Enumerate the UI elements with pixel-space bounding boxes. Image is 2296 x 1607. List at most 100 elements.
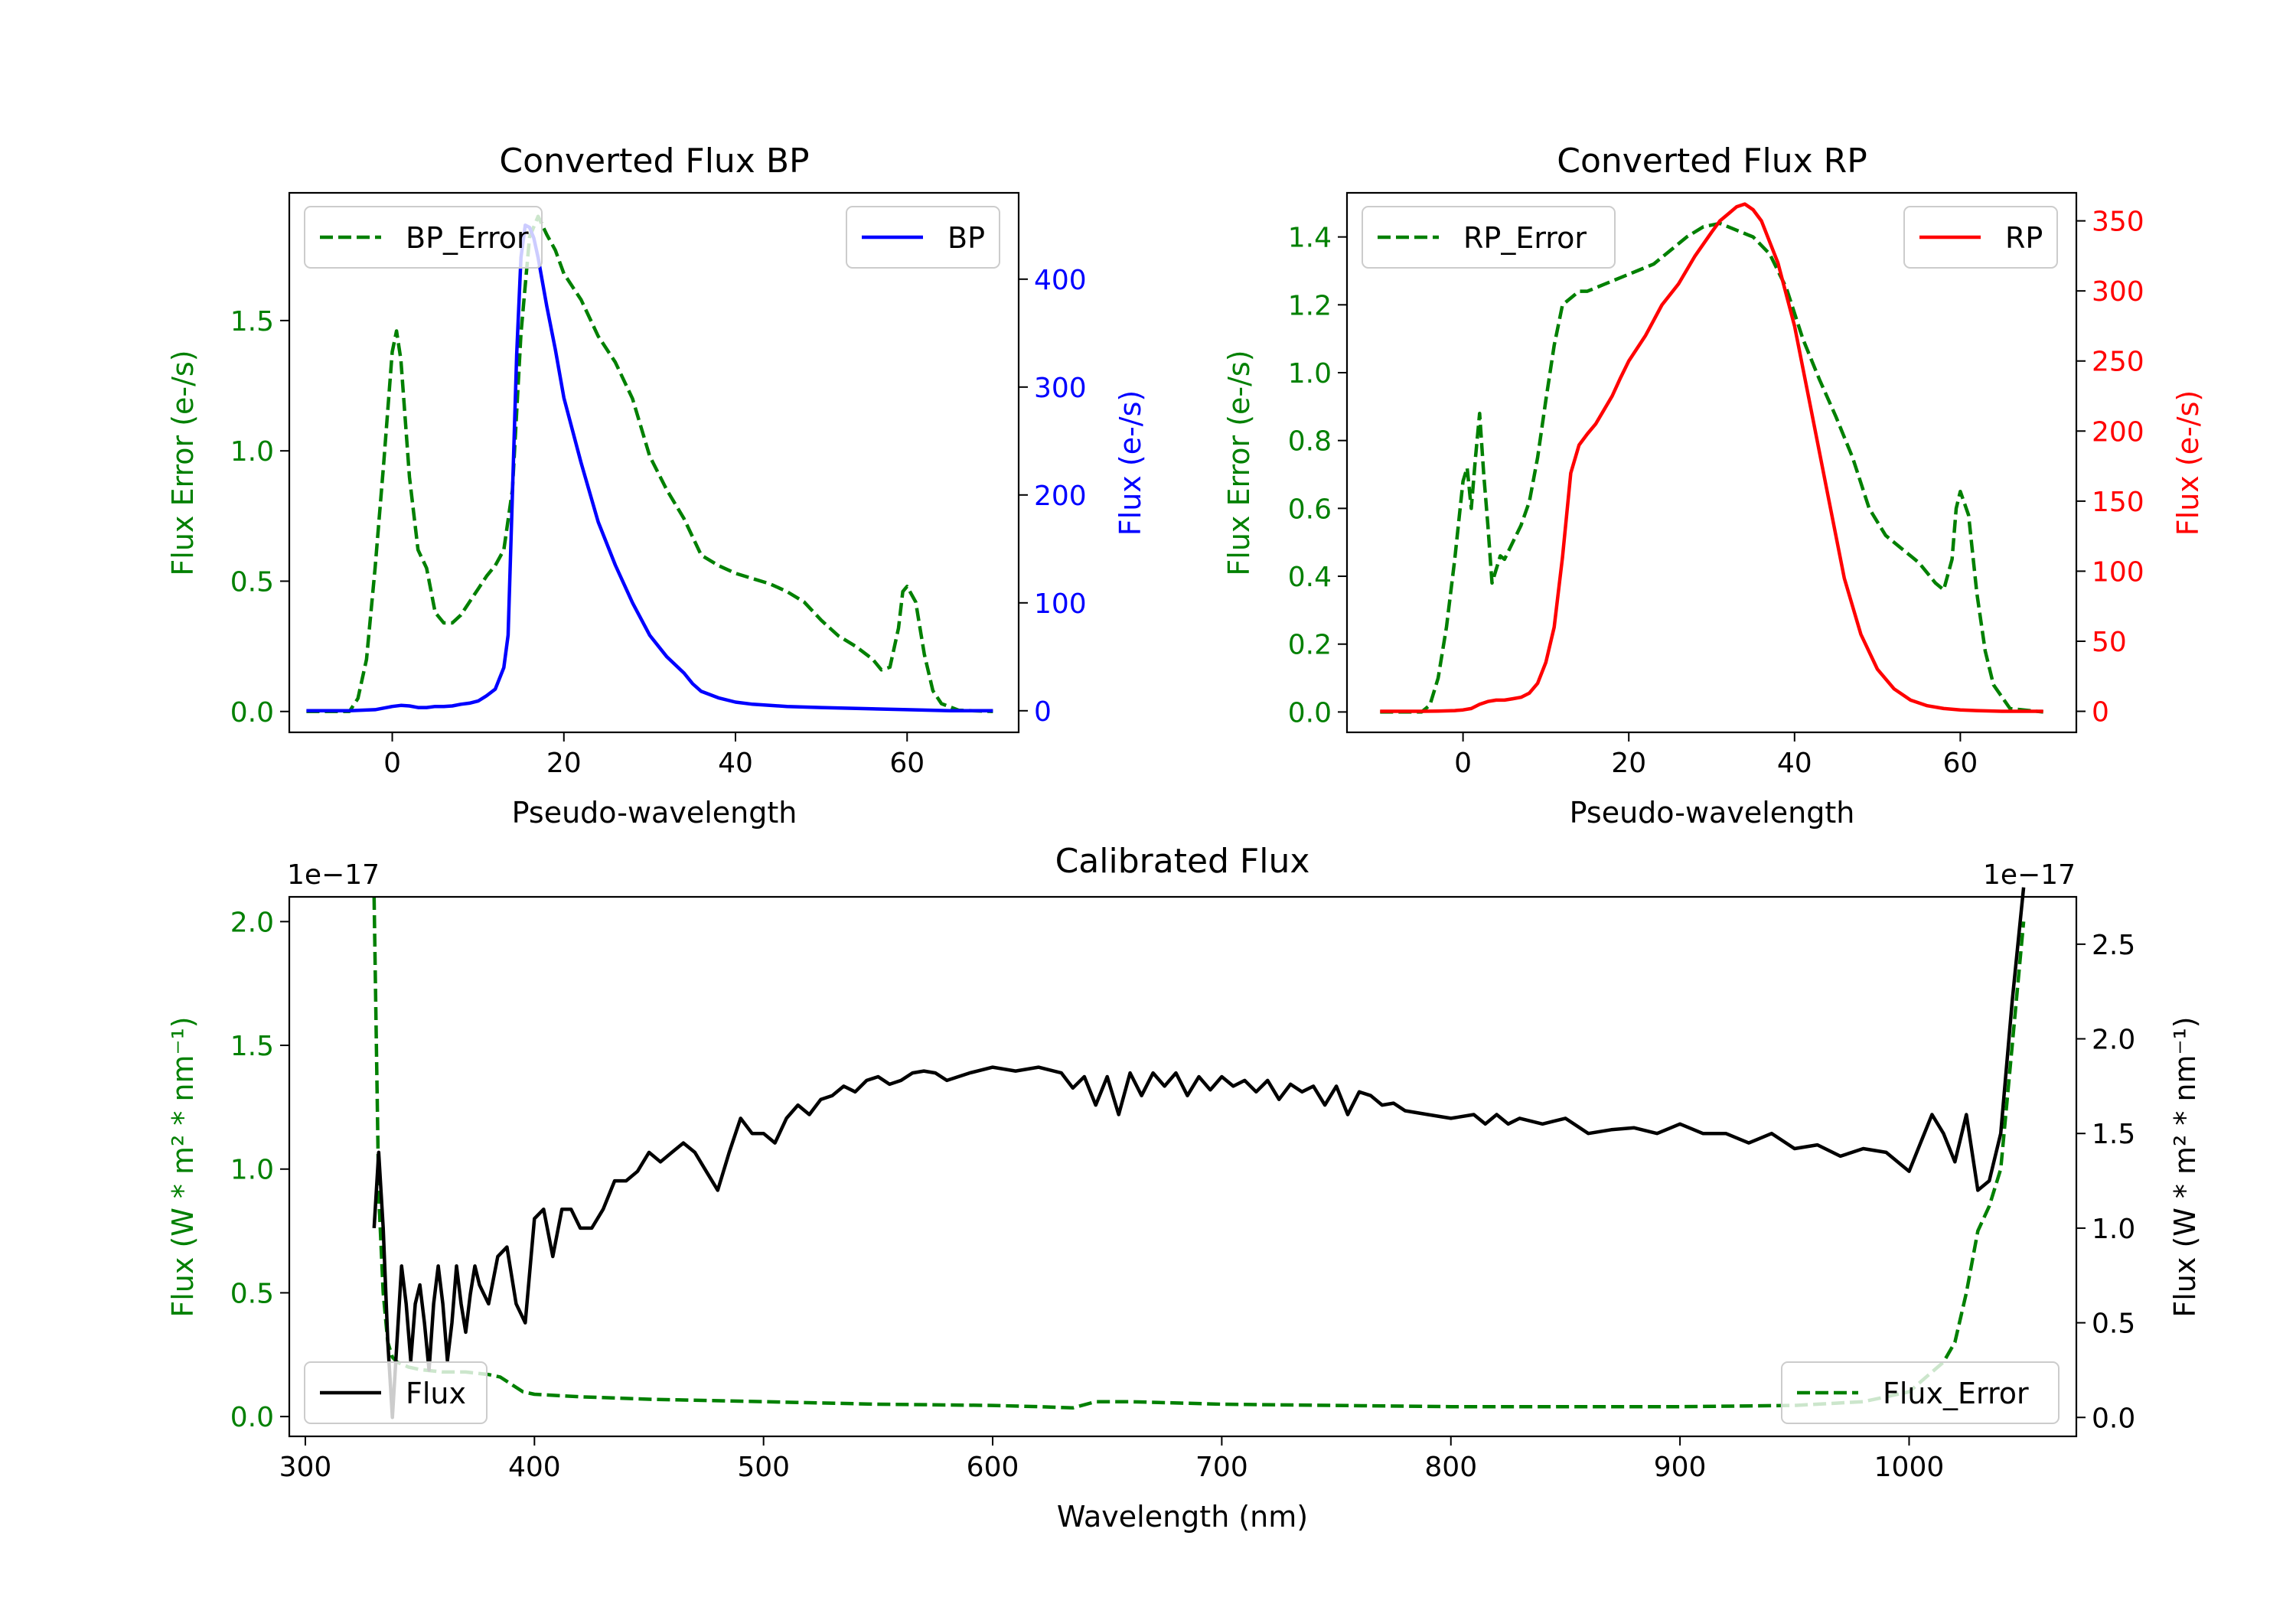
cal-ylabel-left: Flux (W * m² * nm⁻¹) — [166, 1016, 200, 1317]
cal-legend-error-label: Flux_Error — [1883, 1377, 2029, 1410]
rp-ylabel-right: Flux (e-/s) — [2171, 390, 2205, 536]
rp-legend-flux: RP — [1903, 206, 2058, 269]
bp-legend-flux: BP — [846, 206, 1000, 269]
cal-ytick-left-label: 1.5 — [230, 1031, 274, 1062]
bp-lines — [306, 214, 993, 714]
rp-ylabel-left: Flux Error (e-/s) — [1222, 350, 1256, 575]
cal-ytick-left-label: 0.0 — [230, 1402, 274, 1433]
cal-legend-flux-label: Flux — [406, 1377, 466, 1410]
rp-ytick-right-label: 200 — [2092, 416, 2144, 448]
cal-xtick-label: 800 — [1424, 1452, 1477, 1483]
cal-offset-left: 1e−17 — [287, 859, 380, 891]
rp-yticks-left: 0.0 0.2 0.4 0.6 0.8 1.0 1.2 1.4 — [1288, 223, 1347, 729]
bp-series-bp-error — [306, 214, 993, 714]
cal-ytick-right-label: 1.5 — [2092, 1119, 2135, 1150]
bp-ytick-left-label: 1.0 — [230, 436, 274, 468]
rp-ytick-left-label: 1.4 — [1288, 223, 1332, 254]
rp-series-rp — [1380, 202, 2043, 713]
rp-series-rp-error — [1380, 221, 2043, 714]
bp-xticks: 0 20 40 60 — [383, 732, 925, 779]
cal-yticks-left: 0.0 0.5 1.0 1.5 2.0 — [230, 907, 289, 1433]
cal-axes-frame — [288, 895, 2078, 1438]
cal-ytick-right-label: 1.0 — [2092, 1214, 2135, 1245]
cal-series-flux-error — [372, 896, 2026, 1410]
bp-ytick-right-label: 400 — [1034, 265, 1087, 296]
panel-rp: Converted Flux RP 0 20 40 60 0.00.20.40.60.… — [1222, 142, 2205, 830]
cal-ytick-right-label: 2.0 — [2092, 1025, 2135, 1056]
cal-ytick-left-label: 1.0 — [230, 1155, 274, 1186]
rp-yticks-right: 0 50 100 150 200 250 300 350 — [2076, 207, 2144, 729]
bp-yticks-left: 0.0 0.5 1.0 1.5 — [230, 306, 289, 729]
rp-ytick-right-label: 300 — [2092, 276, 2144, 308]
rp-ytick-right-label: 100 — [2092, 556, 2144, 588]
cal-title: Calibrated Flux — [1055, 842, 1310, 881]
rp-ytick-left-label: 0.0 — [1288, 697, 1332, 729]
rp-title: Converted Flux RP — [1557, 142, 1867, 181]
cal-ytick-right-label: 0.0 — [2092, 1403, 2135, 1434]
cal-xtick-label: 400 — [508, 1452, 561, 1483]
bp-ytick-left-label: 0.0 — [230, 697, 274, 729]
rp-ytick-left-label: 1.2 — [1288, 290, 1332, 321]
bp-series-bp — [306, 223, 993, 713]
bp-ytick-right-label: 0 — [1034, 696, 1052, 728]
rp-xtick-label: 20 — [1611, 748, 1646, 779]
cal-ytick-right-label: 0.5 — [2092, 1309, 2135, 1340]
panel-bp: Converted Flux BP 0 20 40 60 0.0 0.5 1.0 1.5 0… — [166, 142, 1147, 830]
rp-xticks: 0 20 40 60 — [1454, 732, 1978, 779]
cal-ytick-right-label: 2.5 — [2092, 930, 2135, 961]
cal-xlabel: Wavelength (nm) — [1057, 1500, 1308, 1534]
rp-xlabel: Pseudo-wavelength — [1570, 796, 1855, 830]
rp-ytick-left-label: 0.6 — [1288, 494, 1332, 525]
cal-legend-flux: Flux — [304, 1361, 488, 1424]
panel-calibrated: Calibrated Flux 1e−17 1e−17 300 400 500 600… — [166, 842, 2202, 1534]
rp-ytick-left-label: 0.2 — [1288, 630, 1332, 661]
cal-lines — [372, 887, 2026, 1420]
bp-ytick-right-label: 300 — [1034, 373, 1087, 404]
bp-legend-error: BP_Error — [304, 206, 543, 269]
cal-series-flux — [372, 887, 2026, 1420]
rp-ytick-right-label: 150 — [2092, 487, 2144, 518]
rp-axes-frame — [1345, 191, 2078, 734]
rp-xtick-label: 40 — [1777, 748, 1812, 779]
cal-legend-error: Flux_Error — [1781, 1361, 2060, 1424]
cal-xtick-label: 300 — [279, 1452, 332, 1483]
rp-xtick-label: 60 — [1942, 748, 1978, 779]
rp-legend-error-label: RP_Error — [1463, 221, 1587, 255]
bp-title: Converted Flux BP — [499, 142, 809, 181]
rp-lines — [1380, 202, 2043, 714]
rp-ytick-left-label: 0.8 — [1288, 426, 1332, 458]
cal-yticks-right: 0.0 0.5 1.0 1.5 2.0 2.5 — [2076, 930, 2135, 1434]
bp-ytick-left-label: 0.5 — [230, 566, 274, 598]
rp-ytick-left-label: 0.4 — [1288, 562, 1332, 593]
rp-xtick-label: 0 — [1454, 748, 1472, 779]
cal-xtick-label: 700 — [1195, 1452, 1248, 1483]
bp-ylabel-left: Flux Error (e-/s) — [166, 350, 200, 575]
rp-ytick-left-label: 1.0 — [1288, 358, 1332, 390]
cal-offset-right: 1e−17 — [1983, 859, 2076, 891]
cal-xtick-label: 600 — [967, 1452, 1019, 1483]
bp-ytick-left-label: 1.5 — [230, 306, 274, 337]
rp-ytick-right-label: 50 — [2092, 627, 2127, 658]
bp-yticks-right: 0 100 200 300 400 — [1019, 265, 1087, 728]
cal-xtick-label: 900 — [1654, 1452, 1707, 1483]
bp-ytick-right-label: 100 — [1034, 588, 1087, 620]
bp-legend-error-label: BP_Error — [406, 221, 529, 255]
bp-ytick-right-label: 200 — [1034, 481, 1087, 512]
bp-xlabel: Pseudo-wavelength — [512, 796, 797, 830]
rp-ytick-right-label: 0 — [2092, 697, 2109, 729]
bp-xtick-label: 0 — [383, 748, 401, 779]
bp-axes-frame — [288, 191, 1020, 734]
rp-legend-flux-label: RP — [2005, 221, 2043, 255]
cal-ylabel-right: Flux (W * m² * nm⁻¹) — [2168, 1016, 2202, 1317]
cal-ytick-left-label: 0.5 — [230, 1278, 274, 1309]
rp-ytick-right-label: 250 — [2092, 347, 2144, 378]
bp-xtick-label: 60 — [889, 748, 925, 779]
bp-legend-flux-label: BP — [947, 221, 985, 255]
cal-ytick-left-label: 2.0 — [230, 907, 274, 938]
cal-xtick-label: 500 — [737, 1452, 790, 1483]
rp-legend-error: RP_Error — [1362, 206, 1616, 269]
cal-xticks: 300 400 500 600 700 800 900 1000 — [279, 1436, 1945, 1483]
bp-ylabel-right: Flux (e-/s) — [1114, 390, 1147, 536]
cal-xtick-label: 1000 — [1874, 1452, 1945, 1483]
